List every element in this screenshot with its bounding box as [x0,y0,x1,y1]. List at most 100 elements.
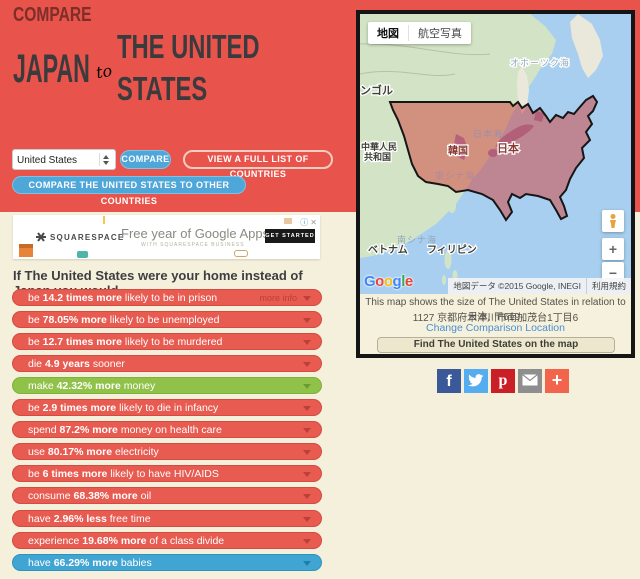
comparison-bar[interactable]: be 6 times more likely to have HIV/AIDS [12,465,322,482]
ad-banner[interactable]: SQUARESPACE Free year of Google Apps WIT… [13,215,320,259]
pinterest-share-button[interactable]: p [491,369,515,393]
zoom-in-button[interactable]: + [602,238,624,260]
gift-doodle-icon [284,218,292,224]
stat-text: consume 68.38% more oil [28,490,152,502]
ad-close-icon[interactable]: ✕ [310,218,317,227]
dash-doodle [103,216,105,224]
google-logo[interactable]: Google [364,273,413,290]
map-info-panel: This map shows the size of The United St… [360,294,631,354]
twitter-share-button[interactable] [464,369,488,393]
envelope-doodle-icon [19,244,33,257]
label-sea-of-japan: 日本海 [473,128,503,139]
chevron-down-icon[interactable] [303,340,311,345]
adchoices-icon[interactable]: ⓘ ✕ [300,218,317,227]
ad-subline: WITH SQUARESPACE BUSINESS [141,242,245,248]
taiwan-island [448,199,456,213]
map-caption-line2: 1127 京都府木津川市南加茂台1丁目6 [412,313,579,324]
comparison-bar[interactable]: die 4.9 years sooner [12,355,322,372]
stat-text: be 12.7 times more likely to be murdered [28,336,223,348]
comparison-bar[interactable]: spend 87.2% more money on health care [12,421,322,438]
country-border-line [360,43,491,77]
country-select-input[interactable]: United States [13,151,115,170]
map-attribution: 地図データ ©2015 Google, INEGI 利用規約 [448,278,631,294]
kicker-text: COMPARE [13,4,92,26]
comparison-bar[interactable]: have 2.96% less free time [12,510,322,527]
comparison-bar[interactable]: be 14.2 times more likely to be in priso… [12,289,322,306]
terms-link[interactable]: 利用規約 [585,278,631,294]
map-type-satellite-button[interactable]: 航空写真 [408,25,471,41]
kamchatka-peninsula [570,14,603,78]
chevron-down-icon[interactable] [303,428,311,433]
stat-text: experience 19.68% more of a class divide [28,535,225,547]
page-title-country-b: THE UNITED STATES [117,26,260,110]
chevron-down-icon[interactable] [303,494,311,499]
us-overlay-shape[interactable] [388,94,599,222]
ad-brand-text: SQUARESPACE [50,233,125,242]
comparison-bar[interactable]: experience 19.68% more of a class divide [12,532,322,549]
ad-headline: Free year of Google Apps [121,226,270,241]
chevron-down-icon[interactable] [303,296,311,301]
stat-text: have 66.29% more babies [28,557,152,569]
label-south-china-sea: 南シナ海 [397,234,437,245]
share-bar: f p + [437,369,569,393]
glasses-doodle-icon [234,250,248,257]
chevron-down-icon[interactable] [303,362,311,367]
map-caption-line1: This map shows the size of The United St… [365,297,626,323]
comparison-bar[interactable]: consume 68.38% more oil [12,487,322,504]
map-widget: オホーツク海 ンゴル 中華人民 共和国 韓国 日本 日本海 東シナ海 南シナ海 … [356,10,635,358]
chevron-down-icon[interactable] [303,561,311,566]
title-line-1: THE UNITED [117,28,260,65]
label-mongolia: ンゴル [360,83,393,97]
comparison-bar[interactable]: make 42.32% more money [12,377,322,394]
map-type-control[interactable]: 地図 航空写真 [368,22,471,44]
comparison-bar[interactable]: be 2.9 times more likely to die in infan… [12,399,322,416]
country-select[interactable]: United States [12,149,116,170]
pinterest-icon: p [498,372,508,389]
chevron-down-icon[interactable] [303,406,311,411]
compare-button[interactable]: COMPARE [120,150,171,169]
chevron-down-icon[interactable] [303,517,311,522]
pegman-icon [610,214,616,228]
stat-text: be 6 times more likely to have HIV/AIDS [28,468,219,480]
addthis-share-button[interactable]: + [545,369,569,393]
find-on-map-button[interactable]: Find The United States on the map [377,337,615,353]
stat-text: spend 87.2% more money on health care [28,424,222,436]
label-china-2: 共和国 [364,151,391,162]
email-share-button[interactable] [518,369,542,393]
label-korea: 韓国 [448,144,468,157]
comparison-bar[interactable]: be 12.7 times more likely to be murdered [12,333,322,350]
more-info-label[interactable]: more info [259,293,297,303]
map-canvas[interactable]: オホーツク海 ンゴル 中華人民 共和国 韓国 日本 日本海 東シナ海 南シナ海 … [360,14,631,294]
label-philippines: フィリピン [427,244,477,256]
chevron-down-icon[interactable] [303,450,311,455]
sakhalin-island [517,66,529,114]
label-okhotsk-sea: オホーツク海 [510,57,570,68]
stat-text: be 78.05% more likely to be unemployed [28,314,220,326]
twitter-icon [468,374,484,387]
attribution-text: 地図データ ©2015 Google, INEGI [448,278,586,294]
comparison-bar[interactable]: have 66.29% more babies [12,554,322,571]
chevron-down-icon[interactable] [303,539,311,544]
change-comparison-link[interactable]: Change Comparison Location [426,322,565,334]
stat-text: be 2.9 times more likely to die in infan… [28,402,219,414]
compare-others-button[interactable]: COMPARE THE UNITED STATES TO OTHER COUNT… [12,176,246,206]
label-east-china-sea: 東シナ海 [435,170,475,181]
map-type-map-button[interactable]: 地図 [377,28,399,40]
ad-cta-button[interactable]: GET STARTED [265,229,315,243]
comparison-bar[interactable]: be 78.05% more likely to be unemployed [12,311,322,328]
title-line-2: STATES [117,70,208,107]
comparison-bar[interactable]: use 80.17% more electricity [12,443,322,460]
plus-icon: + [551,370,563,390]
page-title-country-a: JAPAN [13,47,90,91]
chevron-down-icon[interactable] [303,384,311,389]
chevron-down-icon[interactable] [303,472,311,477]
stat-text: die 4.9 years sooner [28,358,125,370]
pegman-button[interactable] [602,210,624,232]
facebook-icon: f [446,373,452,390]
stat-text: be 14.2 times more likely to be in priso… [28,292,218,304]
email-icon [522,374,538,386]
view-list-button[interactable]: VIEW A FULL LIST OF COUNTRIES [183,150,333,179]
chevron-down-icon[interactable] [303,318,311,323]
facebook-share-button[interactable]: f [437,369,461,393]
